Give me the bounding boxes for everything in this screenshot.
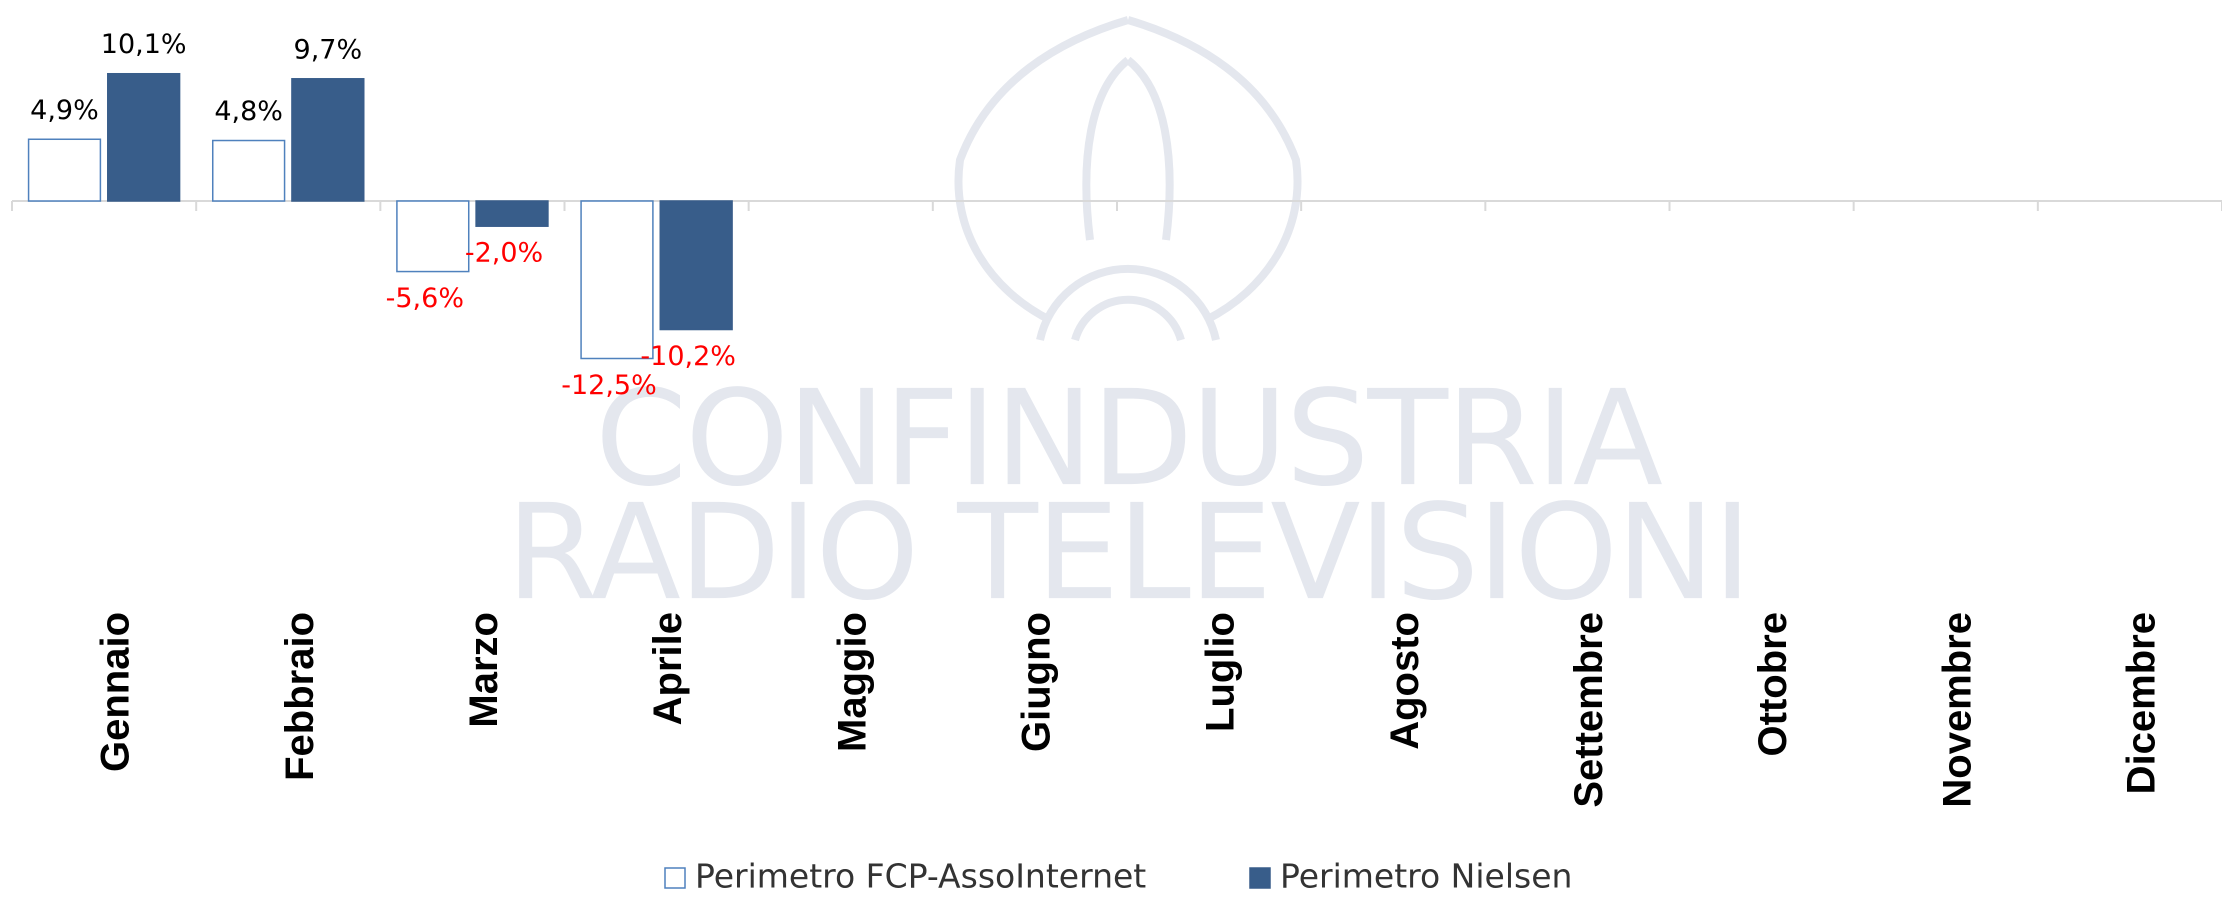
value-label: -2,0% (465, 238, 543, 269)
bar (475, 200, 549, 227)
x-tick-label: Maggio (830, 612, 874, 752)
watermark-text: CONFINDUSTRIA (595, 362, 1663, 516)
bar (211, 139, 286, 202)
legend-label: Perimetro Nielsen (1280, 857, 1572, 896)
legend-swatch (664, 867, 686, 889)
bar (580, 200, 654, 360)
value-label: -5,6% (386, 283, 464, 314)
watermark-text: RADIO TELEVISIONI (506, 476, 1750, 630)
bar (107, 72, 181, 202)
bar (659, 200, 733, 331)
x-tick-label: Marzo (462, 612, 506, 728)
legend-swatch (1249, 867, 1271, 889)
x-tick-label: Febbraio (278, 612, 322, 781)
x-tick-label: Novembre (1935, 612, 1979, 808)
legend-label: Perimetro FCP-AssoInternet (695, 857, 1146, 896)
bar (291, 78, 365, 202)
value-label: 10,1% (101, 29, 187, 60)
value-label: 4,9% (30, 95, 99, 126)
x-tick-label: Aprile (646, 612, 690, 725)
x-tick-label: Settembre (1567, 612, 1611, 808)
x-tick-label: Giugno (1014, 612, 1058, 752)
bar (396, 200, 470, 273)
x-tick-label: Agosto (1383, 612, 1427, 750)
bar (27, 138, 102, 202)
x-tick-label: Ottobre (1751, 612, 1795, 756)
x-tick-label: Gennaio (94, 612, 138, 772)
value-label: -12,5% (561, 370, 657, 401)
watermark-logo (954, 16, 1302, 342)
value-label: -10,2% (640, 341, 736, 372)
x-tick-label: Dicembre (2119, 612, 2163, 794)
value-label: 4,8% (214, 96, 283, 127)
x-tick-label: Luglio (1199, 612, 1243, 732)
value-label: 9,7% (294, 34, 363, 65)
